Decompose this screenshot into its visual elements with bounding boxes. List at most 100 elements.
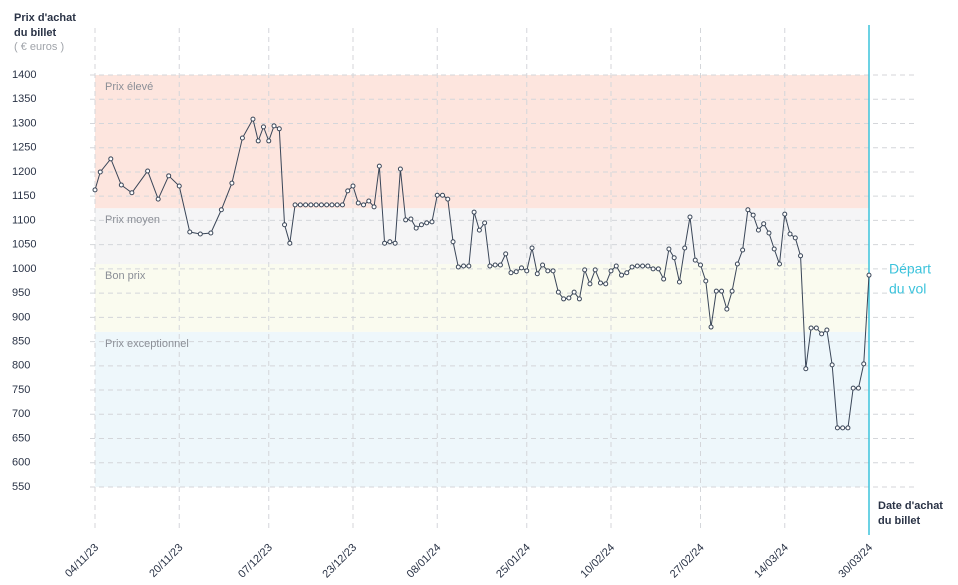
price-point (455, 264, 461, 270)
price-point (497, 262, 503, 268)
price-point (619, 272, 625, 278)
price-point (798, 253, 804, 259)
price-point (676, 279, 682, 285)
x-tick-label: 25/01/24 (494, 542, 533, 581)
price-point (361, 202, 367, 208)
price-point (445, 196, 451, 202)
price-point (129, 190, 135, 196)
price-point (803, 366, 809, 372)
price-point (250, 116, 256, 122)
x-tick-label: 08/01/24 (405, 542, 444, 581)
price-point (845, 425, 851, 431)
price-point (418, 222, 424, 228)
x-tick-label: 14/03/24 (752, 542, 791, 581)
y-tick-label: 750 (12, 384, 30, 396)
price-zone (95, 75, 869, 209)
y-axis-unit: ( € euros ) (14, 41, 64, 53)
price-point (640, 263, 646, 269)
departure-label: Départ (889, 261, 931, 277)
price-point (440, 192, 446, 198)
zone-label: Prix exceptionnel (105, 338, 189, 350)
price-point (603, 281, 609, 287)
price-point (255, 138, 261, 144)
price-point (482, 220, 488, 226)
price-point (392, 240, 398, 246)
price-point (303, 202, 309, 208)
price-point (92, 187, 98, 193)
price-point (345, 188, 351, 194)
y-tick-label: 1100 (12, 214, 36, 226)
price-point (155, 196, 161, 202)
price-point (687, 214, 693, 220)
price-point (724, 306, 730, 312)
price-point (571, 289, 577, 295)
price-point (661, 276, 667, 282)
price-point (387, 239, 393, 245)
price-point (276, 126, 282, 132)
price-point (208, 230, 214, 236)
x-tick-label: 07/12/23 (236, 542, 275, 581)
x-tick-label: 27/02/24 (668, 542, 707, 581)
price-point (840, 425, 846, 431)
price-point (819, 331, 825, 337)
price-point (829, 362, 835, 368)
price-point (555, 289, 561, 295)
price-point (329, 202, 335, 208)
y-tick-label: 800 (12, 360, 30, 372)
price-point (745, 207, 751, 213)
price-point (282, 222, 288, 228)
y-tick-label: 1150 (12, 190, 36, 202)
price-point (108, 156, 114, 162)
price-point (350, 183, 356, 189)
price-point (671, 255, 677, 261)
price-point (513, 269, 519, 275)
y-axis-title: Prix d'achat (14, 12, 76, 24)
price-point (308, 202, 314, 208)
price-point (776, 261, 782, 267)
x-axis-title: Date d'achat (878, 500, 943, 512)
price-point (734, 261, 740, 267)
price-point (761, 221, 767, 227)
price-point (408, 216, 414, 222)
price-point (471, 209, 477, 215)
price-point (866, 272, 872, 278)
y-tick-label: 550 (12, 481, 30, 493)
price-point (682, 245, 688, 251)
departure-label: du vol (889, 281, 926, 297)
y-tick-label: 600 (12, 457, 30, 469)
price-point (629, 264, 635, 270)
price-point (597, 280, 603, 286)
x-tick-label: 04/11/23 (63, 542, 101, 580)
price-point (339, 202, 345, 208)
price-zone (95, 264, 869, 332)
price-point (413, 225, 419, 231)
y-axis-title: du billet (14, 27, 57, 39)
price-point (424, 220, 430, 226)
price-point (650, 266, 656, 272)
price-point (824, 327, 830, 333)
price-point (260, 124, 266, 130)
price-point (145, 168, 151, 174)
price-point (655, 266, 661, 272)
price-point (771, 246, 777, 252)
price-point (318, 202, 324, 208)
price-point (608, 268, 614, 274)
price-point (508, 270, 514, 276)
price-point (713, 288, 719, 294)
price-point (187, 229, 193, 235)
x-axis-title: du billet (878, 515, 921, 527)
price-point (487, 263, 493, 269)
price-point (434, 192, 440, 198)
price-point (719, 288, 725, 294)
price-point (382, 240, 388, 246)
zone-label: Prix moyen (105, 214, 160, 226)
price-point (740, 247, 746, 253)
price-point (582, 267, 588, 273)
price-point (708, 324, 714, 330)
price-point (313, 202, 319, 208)
price-point (466, 263, 472, 269)
price-point (755, 227, 761, 233)
price-point (376, 163, 382, 169)
price-point (524, 268, 530, 274)
